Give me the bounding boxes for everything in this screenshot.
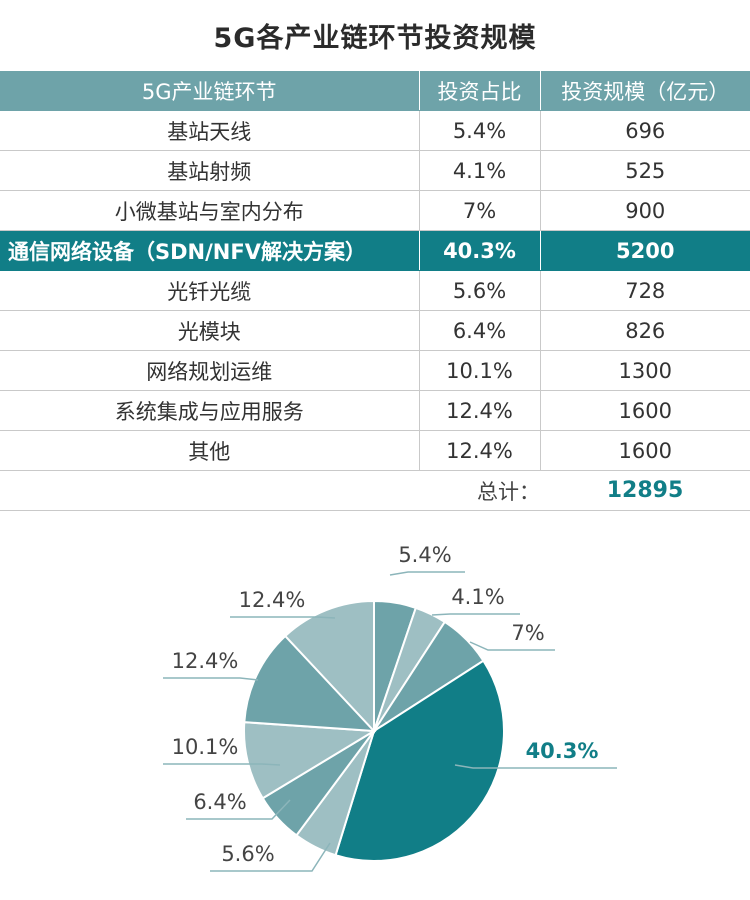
leader-line xyxy=(210,842,331,872)
cell-segment: 光模块 xyxy=(0,310,420,351)
total-value: 12895 xyxy=(540,470,750,511)
leader-line xyxy=(230,616,336,619)
total-label: 总计： xyxy=(477,479,540,504)
total-label-cell: 总计： xyxy=(0,470,540,511)
slice-label: 5.6% xyxy=(221,842,274,866)
cell-scale: 696 xyxy=(539,110,750,151)
slice-label: 5.4% xyxy=(398,543,451,567)
slice-label: 12.4% xyxy=(239,588,306,612)
cell-segment: 网络规划运维 xyxy=(0,350,420,391)
cell-share: 40.3% xyxy=(418,230,541,271)
leader-line xyxy=(163,763,281,766)
cell-scale: 1300 xyxy=(539,350,750,391)
slice-label: 6.4% xyxy=(193,790,246,814)
table-row: 小微基站与室内分布 7% 900 xyxy=(0,190,750,231)
pie-slice xyxy=(242,721,378,800)
slice-label: 10.1% xyxy=(172,735,239,759)
leader-line xyxy=(431,613,520,616)
cell-share: 5.6% xyxy=(418,270,541,311)
investment-table: 5G产业链环节 投资占比 投资规模（亿元） 基站天线 5.4% 696 基站射频… xyxy=(0,70,750,511)
cell-segment: 通信网络设备（SDN/NFV解决方案） xyxy=(0,230,420,271)
cell-scale: 900 xyxy=(539,190,750,231)
table-row: 系统集成与应用服务 12.4% 1600 xyxy=(0,390,750,431)
chart-title: 5G各产业链环节投资规模 xyxy=(213,23,537,54)
table-header-row: 5G产业链环节 投资占比 投资规模（亿元） xyxy=(0,70,750,111)
header-segment: 5G产业链环节 xyxy=(0,70,420,111)
table-row: 其他 12.4% 1600 xyxy=(0,430,750,471)
cell-segment: 基站射频 xyxy=(0,150,420,191)
slice-label: 40.3% xyxy=(526,739,599,763)
cell-share: 12.4% xyxy=(418,430,541,471)
cell-share: 4.1% xyxy=(418,150,541,191)
leader-line xyxy=(163,677,259,681)
slice-label: 12.4% xyxy=(172,649,239,673)
cell-scale: 826 xyxy=(539,310,750,351)
table-row: 光模块 6.4% 826 xyxy=(0,310,750,351)
table-row: 网络规划运维 10.1% 1300 xyxy=(0,350,750,391)
leader-line xyxy=(454,764,617,769)
leader-line xyxy=(469,641,555,651)
cell-segment: 小微基站与室内分布 xyxy=(0,190,420,231)
pie-chart: 5.4%4.1% 7% 40.3% 5.6% 6.4% 10.1% 12.4% 12.4% xyxy=(163,543,617,872)
cell-scale: 5200 xyxy=(539,230,750,271)
table-row: 基站天线 5.4% 696 xyxy=(0,110,750,151)
slice-label: 4.1% xyxy=(451,585,504,609)
header-share: 投资占比 xyxy=(418,70,541,111)
slice-label: 7% xyxy=(511,621,544,645)
cell-share: 10.1% xyxy=(418,350,541,391)
cell-segment: 其他 xyxy=(0,430,420,471)
pie-slice xyxy=(334,659,505,862)
cell-share: 7% xyxy=(418,190,541,231)
cell-share: 5.4% xyxy=(418,110,541,151)
cell-scale: 525 xyxy=(539,150,750,191)
leader-line xyxy=(186,799,291,820)
cell-segment: 基站天线 xyxy=(0,110,420,151)
table-row: 光钎光缆 5.6% 728 xyxy=(0,270,750,311)
cell-scale: 1600 xyxy=(539,430,750,471)
table-row: 基站射频 4.1% 525 xyxy=(0,150,750,191)
table-row-highlighted: 通信网络设备（SDN/NFV解决方案） 40.3% 5200 xyxy=(0,230,750,271)
pie-slice xyxy=(243,634,377,733)
pie-slice xyxy=(283,599,375,734)
cell-segment: 光钎光缆 xyxy=(0,270,420,311)
cell-share: 6.4% xyxy=(418,310,541,351)
header-scale: 投资规模（亿元） xyxy=(539,70,750,111)
cell-scale: 728 xyxy=(539,270,750,311)
leader-line xyxy=(389,571,465,576)
table-total-row: 总计： 12895 xyxy=(0,470,750,511)
cell-segment: 系统集成与应用服务 xyxy=(0,390,420,431)
cell-share: 12.4% xyxy=(418,390,541,431)
cell-scale: 1600 xyxy=(539,390,750,431)
